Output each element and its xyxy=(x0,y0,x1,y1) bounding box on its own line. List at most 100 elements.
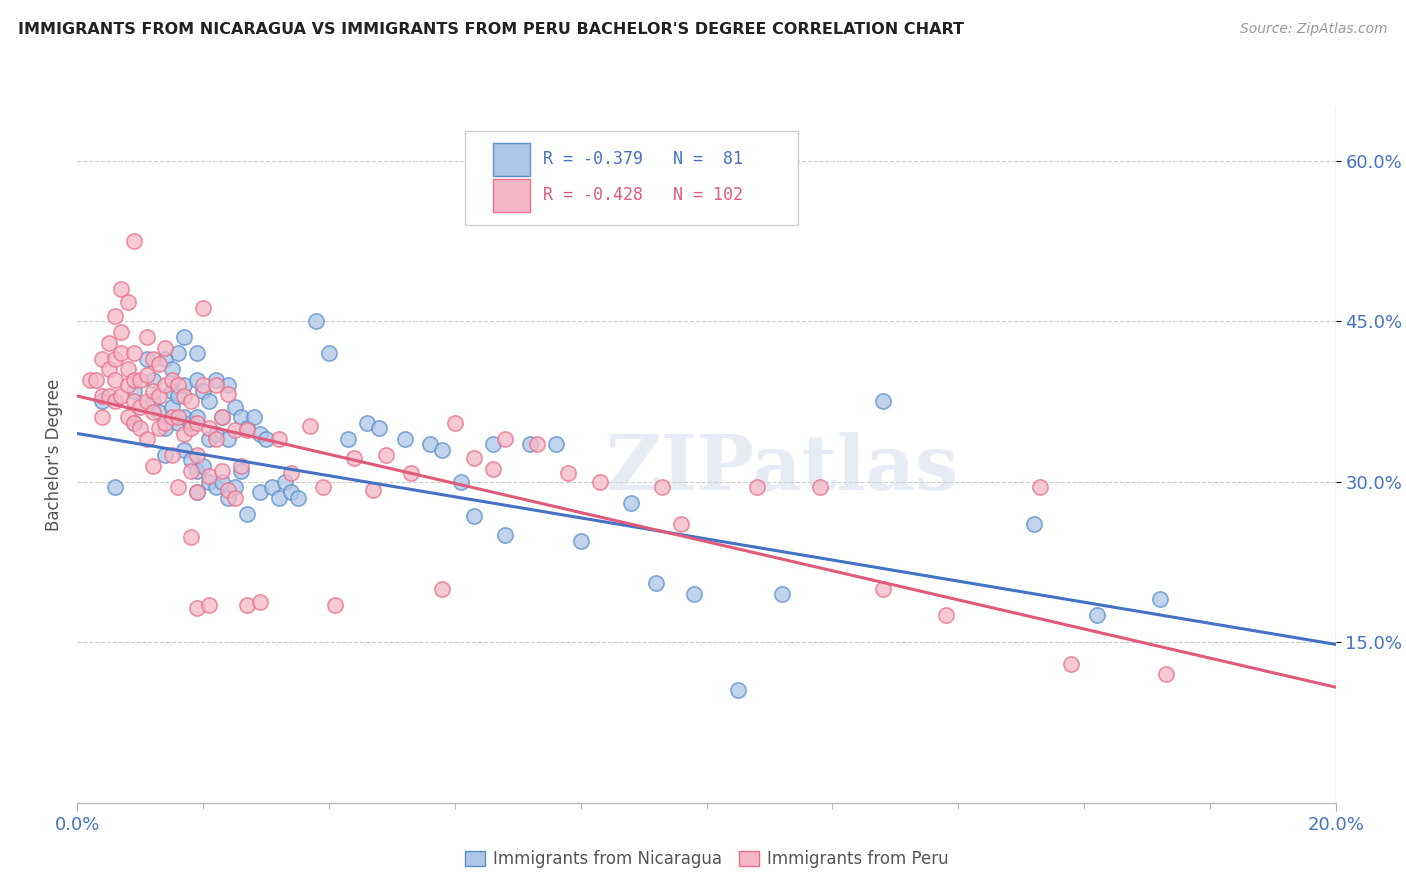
Point xyxy=(155,341,177,355)
Point xyxy=(122,416,145,430)
Point xyxy=(620,496,643,510)
Point xyxy=(935,608,957,623)
Point xyxy=(236,423,259,437)
Point xyxy=(160,410,183,425)
Point xyxy=(211,410,233,425)
Point xyxy=(104,394,127,409)
Point xyxy=(97,335,120,350)
Point xyxy=(872,394,894,409)
Point xyxy=(249,426,271,441)
Point xyxy=(91,394,114,409)
Point xyxy=(122,384,145,398)
FancyBboxPatch shape xyxy=(492,178,530,212)
Point xyxy=(229,410,252,425)
Point xyxy=(318,346,340,360)
Point xyxy=(122,394,145,409)
Point xyxy=(148,405,170,419)
Point xyxy=(135,394,157,409)
Point xyxy=(249,594,271,608)
Point xyxy=(180,530,202,544)
Point xyxy=(481,462,503,476)
Point xyxy=(186,410,208,425)
Point xyxy=(544,437,567,451)
Point xyxy=(186,416,208,430)
Point xyxy=(104,480,127,494)
Point xyxy=(374,448,396,462)
Point xyxy=(557,466,579,480)
Point xyxy=(160,362,183,376)
Point xyxy=(280,485,302,500)
Point xyxy=(204,378,226,392)
Point xyxy=(671,517,693,532)
Point xyxy=(211,410,233,425)
Point xyxy=(198,469,221,483)
Point xyxy=(173,410,195,425)
Point xyxy=(110,282,132,296)
Point xyxy=(104,309,127,323)
Point xyxy=(217,378,239,392)
Point xyxy=(173,442,195,457)
Point xyxy=(186,485,208,500)
Point xyxy=(155,448,177,462)
Point xyxy=(104,373,127,387)
Text: R = -0.379   N =  81: R = -0.379 N = 81 xyxy=(543,150,742,169)
Point xyxy=(217,483,239,498)
Point xyxy=(160,448,183,462)
Point xyxy=(770,587,793,601)
Point xyxy=(280,466,302,480)
Point xyxy=(274,475,297,489)
Point xyxy=(249,485,271,500)
Point xyxy=(267,432,290,446)
Point xyxy=(305,314,328,328)
Point xyxy=(262,480,284,494)
Point xyxy=(173,426,195,441)
Point xyxy=(519,437,541,451)
Point xyxy=(110,389,132,403)
Point xyxy=(155,416,177,430)
Point xyxy=(1060,657,1083,671)
Point xyxy=(186,464,208,478)
Point xyxy=(122,373,145,387)
Point xyxy=(167,378,190,392)
Point xyxy=(180,464,202,478)
Point xyxy=(569,533,592,548)
Point xyxy=(191,301,215,316)
Point xyxy=(463,451,485,466)
Point xyxy=(588,475,610,489)
Point xyxy=(167,480,190,494)
Point xyxy=(1149,592,1171,607)
Point xyxy=(368,421,391,435)
Point xyxy=(481,437,503,451)
Point xyxy=(254,432,277,446)
Point xyxy=(84,373,107,387)
Point xyxy=(1154,667,1177,681)
Point xyxy=(135,330,157,344)
Text: R = -0.428   N = 102: R = -0.428 N = 102 xyxy=(543,186,742,204)
Point xyxy=(287,491,309,505)
Point xyxy=(198,394,221,409)
Point xyxy=(198,421,221,435)
Point xyxy=(155,378,177,392)
Legend: Immigrants from Nicaragua, Immigrants from Peru: Immigrants from Nicaragua, Immigrants fr… xyxy=(458,843,955,874)
Point xyxy=(186,601,208,615)
Point xyxy=(323,598,346,612)
Point xyxy=(1085,608,1108,623)
Point xyxy=(122,234,145,248)
Point xyxy=(79,373,101,387)
Point xyxy=(361,483,384,498)
Point xyxy=(135,368,157,382)
Point xyxy=(267,491,290,505)
Point xyxy=(312,480,335,494)
Point xyxy=(122,416,145,430)
Point xyxy=(224,423,246,437)
Point xyxy=(198,598,221,612)
Point xyxy=(224,491,246,505)
Point xyxy=(186,373,208,387)
Point xyxy=(651,480,673,494)
Point xyxy=(142,405,165,419)
Point xyxy=(155,421,177,435)
Point xyxy=(180,394,202,409)
FancyBboxPatch shape xyxy=(492,143,530,176)
Point xyxy=(399,466,422,480)
Point xyxy=(198,475,221,489)
